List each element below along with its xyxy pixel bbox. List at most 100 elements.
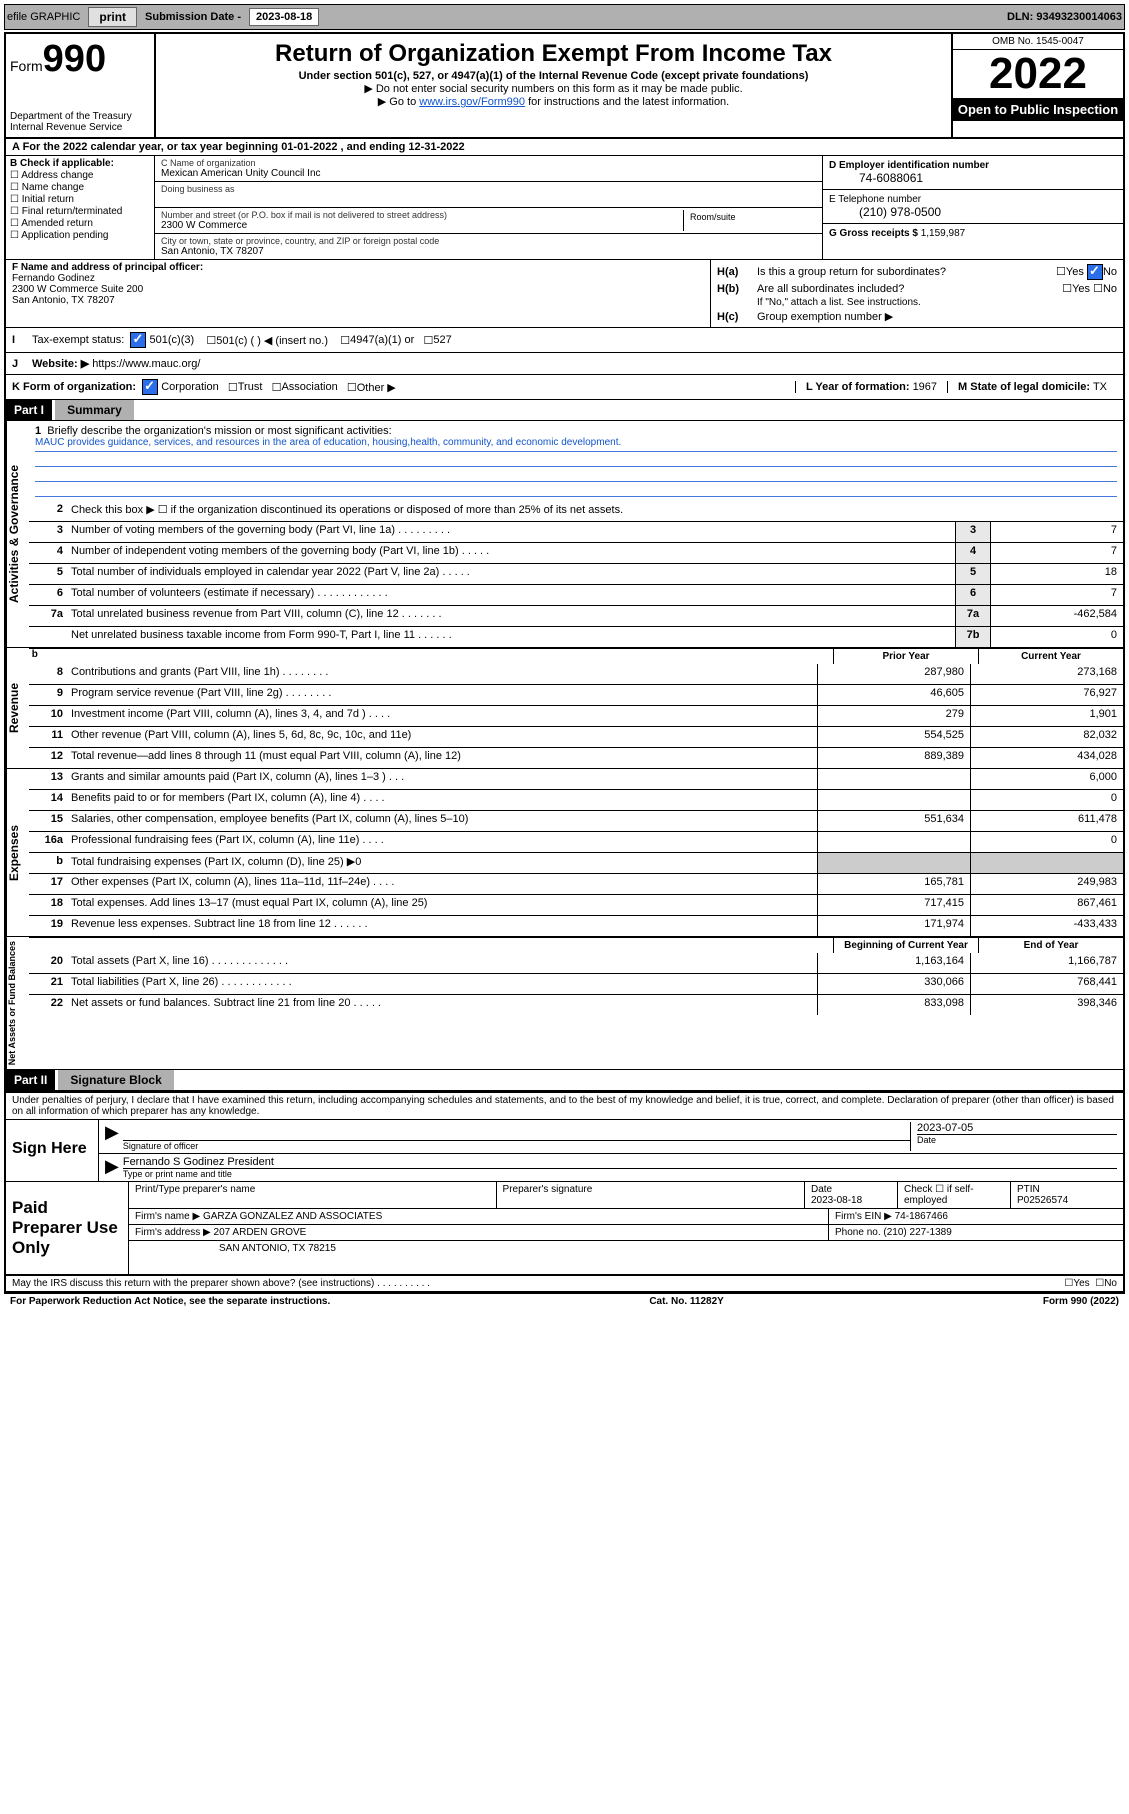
end-year-hdr: End of Year <box>978 938 1123 953</box>
state-domicile: TX <box>1093 381 1107 393</box>
header-right: OMB No. 1545-0047 2022 Open to Public In… <box>951 34 1123 137</box>
omb-number: OMB No. 1545-0047 <box>953 34 1123 50</box>
officer-label: F Name and address of principal officer: <box>12 262 203 273</box>
state-domicile-label: M State of legal domicile: <box>958 381 1090 393</box>
chk-pending[interactable]: ☐ Application pending <box>10 230 150 241</box>
cat-no: Cat. No. 11282Y <box>649 1296 723 1307</box>
year-formation-label: L Year of formation: <box>806 381 910 393</box>
fin-line: 9Program service revenue (Part VIII, lin… <box>29 684 1123 705</box>
sig-name-label: Type or print name and title <box>123 1168 1117 1179</box>
fin-line: 20Total assets (Part X, line 16) . . . .… <box>29 953 1123 973</box>
form-title: Return of Organization Exempt From Incom… <box>160 40 947 68</box>
part2-label: Part II <box>6 1070 55 1090</box>
expenses-section: Expenses 13Grants and similar amounts pa… <box>6 769 1123 937</box>
gov-line: 6Total number of volunteers (estimate if… <box>29 584 1123 605</box>
officer-addr2: San Antonio, TX 78207 <box>12 295 115 306</box>
gov-line: 3Number of voting members of the governi… <box>29 521 1123 542</box>
gov-line: 2Check this box ▶ ☐ if the organization … <box>29 501 1123 521</box>
gov-line: 7aTotal unrelated business revenue from … <box>29 605 1123 626</box>
firm-ein: 74-1867466 <box>895 1211 948 1222</box>
fin-line: 22Net assets or fund balances. Subtract … <box>29 994 1123 1015</box>
chk-initial-return[interactable]: ☐ Initial return <box>10 194 150 205</box>
room-label: Room/suite <box>690 212 810 222</box>
mission-question: Briefly describe the organization's miss… <box>47 425 391 437</box>
fin-line: 16aProfessional fundraising fees (Part I… <box>29 831 1123 852</box>
form-number: 990 <box>43 38 106 80</box>
fin-line: 21Total liabilities (Part X, line 26) . … <box>29 973 1123 994</box>
gov-line: Net unrelated business taxable income fr… <box>29 626 1123 647</box>
ssn-note: ▶ Do not enter social security numbers o… <box>160 82 947 95</box>
print-button[interactable]: print <box>88 7 137 27</box>
fin-line: 11Other revenue (Part VIII, column (A), … <box>29 726 1123 747</box>
tax-year: 2022 <box>953 50 1123 98</box>
goto-note: ▶ Go to www.irs.gov/Form990 for instruct… <box>160 95 947 108</box>
penalty-statement: Under penalties of perjury, I declare th… <box>6 1091 1123 1119</box>
form-990-frame: Form990 Department of the Treasury Inter… <box>4 32 1125 1294</box>
chk-final-return[interactable]: ☐ Final return/terminated <box>10 206 150 217</box>
firm-addr: 207 ARDEN GROVE <box>214 1227 307 1238</box>
part1-label: Part I <box>6 400 52 420</box>
ha-no-check[interactable] <box>1087 264 1103 280</box>
dln: DLN: 93493230014063 <box>1007 11 1122 23</box>
ein-label: D Employer identification number <box>829 160 989 171</box>
prior-year-hdr: Prior Year <box>833 649 978 664</box>
col-c-org-info: C Name of organization Mexican American … <box>155 156 822 259</box>
fin-line: bTotal fundraising expenses (Part IX, co… <box>29 852 1123 873</box>
sig-date: 2023-07-05 <box>917 1122 1117 1134</box>
form-word: Form <box>10 58 43 74</box>
part1-header-row: Part I Summary <box>6 400 1123 421</box>
street-value: 2300 W Commerce <box>161 220 683 231</box>
chk-name-change[interactable]: ☐ Name change <box>10 182 150 193</box>
ha-text: Is this a group return for subordinates? <box>757 266 1056 278</box>
org-name: Mexican American Unity Council Inc <box>161 168 816 179</box>
sign-here-label: Sign Here <box>6 1120 99 1181</box>
city-value: San Antonio, TX 78207 <box>161 246 816 257</box>
fin-line: 8Contributions and grants (Part VIII, li… <box>29 664 1123 684</box>
fin-line: 10Investment income (Part VIII, column (… <box>29 705 1123 726</box>
street-label: Number and street (or P.O. box if mail i… <box>161 210 683 220</box>
current-year-hdr: Current Year <box>978 649 1123 664</box>
irs-link[interactable]: www.irs.gov/Form990 <box>419 96 525 108</box>
begin-year-hdr: Beginning of Current Year <box>833 938 978 953</box>
fin-line: 14Benefits paid to or for members (Part … <box>29 789 1123 810</box>
hb-text: Are all subordinates included? <box>757 283 1062 295</box>
sig-arrow-icon: ▶ <box>105 1122 123 1151</box>
header-mid: Return of Organization Exempt From Incom… <box>156 34 951 137</box>
toolbar: efile GRAPHIC print Submission Date - 20… <box>4 4 1125 30</box>
firm-name: GARZA GONZALEZ AND ASSOCIATES <box>203 1211 382 1222</box>
irs-label: Internal Revenue Service <box>10 122 150 133</box>
goto-post: for instructions and the latest informat… <box>525 96 729 108</box>
city-label: City or town, state or province, country… <box>161 236 816 246</box>
dba-label: Doing business as <box>161 184 816 194</box>
chk-address-change[interactable]: ☐ Address change <box>10 170 150 181</box>
col-b-checkboxes: B Check if applicable: ☐ Address change … <box>6 156 155 259</box>
col-d-ein: D Employer identification number 74-6088… <box>822 156 1123 259</box>
sig-officer-label: Signature of officer <box>123 1140 910 1151</box>
gov-line: 5Total number of individuals employed in… <box>29 563 1123 584</box>
sub-label: Submission Date - <box>145 11 241 23</box>
tax-status-label: Tax-exempt status: <box>32 334 124 346</box>
sig-arrow2-icon: ▶ <box>105 1156 123 1179</box>
fin-line: 12Total revenue—add lines 8 through 11 (… <box>29 747 1123 768</box>
phone-value: (210) 978-0500 <box>829 205 1117 219</box>
may-discuss-text: May the IRS discuss this return with the… <box>12 1278 430 1289</box>
prep-title: Paid Preparer Use Only <box>6 1182 128 1274</box>
dept-treasury: Department of the Treasury <box>10 111 150 122</box>
sig-name: Fernando S Godinez President <box>123 1156 1117 1168</box>
open-public-badge: Open to Public Inspection <box>953 98 1123 121</box>
chk-501c3[interactable] <box>130 332 146 348</box>
firm-city: SAN ANTONIO, TX 78215 <box>129 1241 1123 1256</box>
prep-name-lbl: Print/Type preparer's name <box>135 1184 490 1195</box>
may-discuss-row: May the IRS discuss this return with the… <box>6 1276 1123 1292</box>
website-value: https://www.mauc.org/ <box>92 358 200 370</box>
hb-note: If "No," attach a list. See instructions… <box>717 297 1117 308</box>
chk-amended[interactable]: ☐ Amended return <box>10 218 150 229</box>
row-i-tax-status: I Tax-exempt status: 501(c)(3) ☐ 501(c) … <box>6 328 1123 353</box>
prep-date: 2023-08-18 <box>811 1195 891 1206</box>
net-assets-section: Net Assets or Fund Balances Beginning of… <box>6 937 1123 1070</box>
form-org-label: K Form of organization: <box>12 381 136 393</box>
chk-corporation[interactable] <box>142 379 158 395</box>
row-a-text: A For the 2022 calendar year, or tax yea… <box>12 141 465 153</box>
gov-line: 4Number of independent voting members of… <box>29 542 1123 563</box>
prep-date-lbl: Date <box>811 1184 891 1195</box>
